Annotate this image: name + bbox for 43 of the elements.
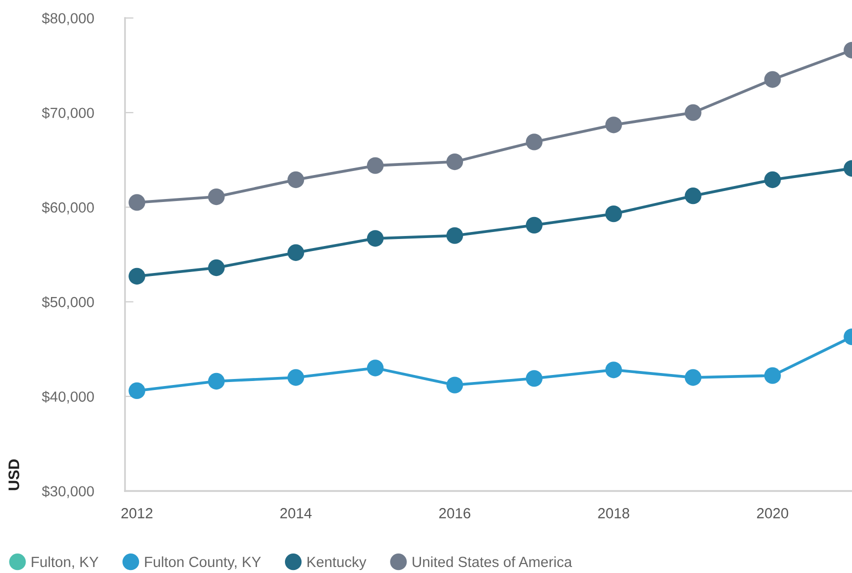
point (446, 227, 464, 244)
y-tick-label: $60,000 (42, 202, 94, 214)
point (605, 116, 622, 134)
x-tick-label: 2016 (439, 508, 470, 518)
legend-label: United States of America (412, 556, 572, 568)
point (684, 188, 702, 204)
point (287, 244, 304, 261)
y-tick-label: $80,000 (42, 12, 94, 26)
y-tick-label: $50,000 (42, 296, 94, 309)
point (446, 153, 464, 170)
point (684, 104, 702, 121)
legend-label: Kentucky (308, 556, 366, 570)
point (764, 367, 781, 384)
point (684, 369, 702, 386)
point (526, 370, 543, 387)
x-tick-label: 2020 (757, 508, 788, 518)
point (287, 369, 304, 386)
point (446, 376, 464, 394)
y-tick-label: $70,000 (42, 107, 94, 120)
x-tick-label: 2014 (280, 508, 312, 518)
point (366, 230, 384, 247)
point (128, 194, 146, 211)
point (208, 259, 225, 276)
point (605, 205, 622, 222)
point (526, 134, 543, 150)
point (366, 360, 384, 376)
point (208, 372, 225, 390)
point (208, 188, 225, 206)
point (526, 216, 543, 234)
point (764, 71, 781, 88)
point (605, 362, 622, 378)
point (764, 171, 781, 188)
y-tick-label: $30,000 (42, 485, 94, 498)
point (287, 171, 304, 188)
point (128, 268, 146, 285)
point (366, 157, 384, 174)
legend-label: Fulton County, KY (145, 556, 261, 570)
x-tick-label: 2012 (121, 508, 152, 518)
legend-label: Fulton, KY (32, 556, 98, 569)
y-axis-title: USD (8, 459, 20, 490)
y-tick-label: $40,000 (42, 390, 94, 404)
x-tick-label: 2018 (598, 508, 630, 518)
point (128, 382, 146, 400)
